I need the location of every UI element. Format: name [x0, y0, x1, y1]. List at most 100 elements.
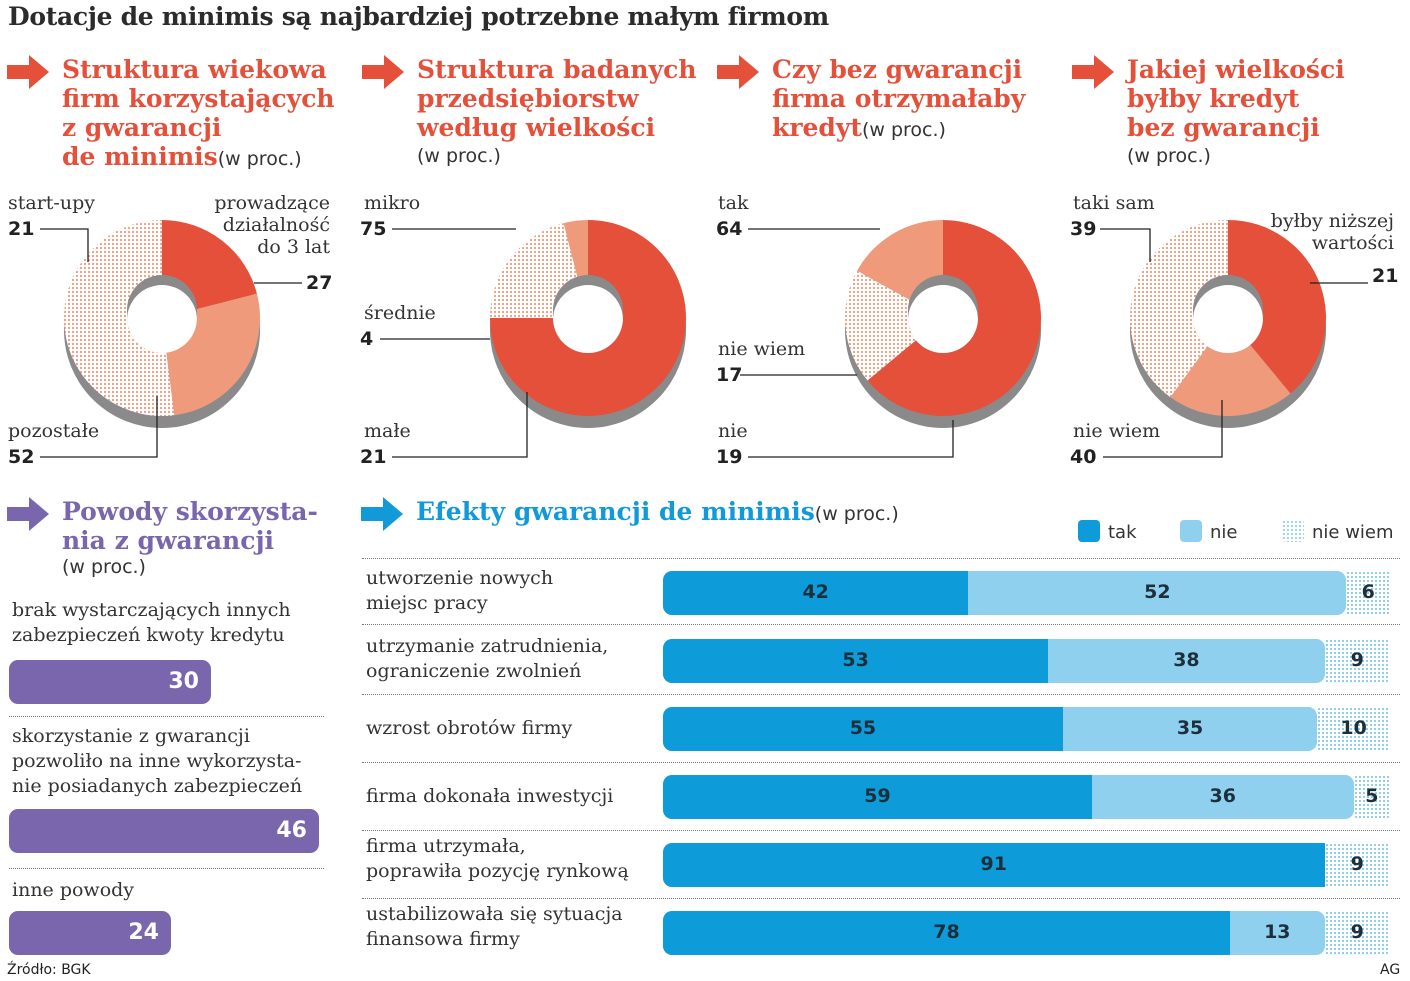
effect-label-line: finansowa firmy — [366, 928, 520, 950]
pie-label-2: średnie — [364, 302, 436, 324]
bar-value: 36 — [1209, 785, 1236, 807]
effects-title-text: Efekty gwarancji de minimis — [416, 497, 815, 526]
bar-segment-nie: 52 — [968, 571, 1347, 615]
bar-segment-nie: 13 — [1230, 911, 1325, 955]
reason-label-line: inne powody — [12, 879, 135, 901]
bar-value: 9 — [1350, 649, 1364, 671]
reasons-title: Powody skorzysta-nia z gwarancji — [62, 497, 318, 555]
bar-segment-nie-wiem: 9 — [1324, 911, 1390, 955]
credit: AG — [1380, 962, 1401, 978]
pie-slice-nie — [845, 270, 917, 381]
unit-label: (w proc.) — [62, 556, 146, 578]
unit-label: (w proc.) — [861, 119, 946, 141]
row-separator — [362, 558, 1400, 559]
arrow-icon — [1072, 55, 1114, 89]
pie-value: 4 — [360, 328, 374, 350]
pie-label-text: nie wiem — [1073, 420, 1161, 442]
pie-slice-taki — [1228, 220, 1326, 394]
effect-label-line: ograniczenie zwolnień — [366, 660, 582, 682]
effect-label: wzrost obrotów firmy — [366, 716, 572, 741]
pie-label-1: taki sam — [1073, 192, 1155, 214]
pie-title-line: Jakiej wielkości — [1127, 55, 1345, 84]
pie-slice-tak — [867, 220, 1041, 416]
donut-hole — [553, 283, 623, 353]
reason-bar: 46 — [9, 809, 319, 853]
legend-text: nie — [1210, 522, 1238, 543]
reason-value: 46 — [276, 818, 307, 843]
pie-value: 17 — [716, 364, 743, 386]
pie-slice-byłby — [1170, 344, 1291, 416]
pie-title-4: Jakiej wielkości byłby kredyt bez gwarancj… — [1127, 55, 1345, 142]
pie-label-2: prowadzące działalność do 3 lat — [214, 192, 330, 258]
source-note: Źródło: BGK — [7, 962, 91, 978]
bar-value: 35 — [1176, 717, 1204, 739]
pie-title-line: de minimis — [62, 142, 218, 171]
effect-label-line: firma utrzymała, — [366, 835, 526, 857]
effect-label-line: firma dokonała inwestycji — [366, 785, 614, 807]
effect-label: ustabilizowała się sytuacja finansowa fir… — [366, 902, 623, 952]
effects-title: Efekty gwarancji de minimis(w proc.) — [416, 497, 899, 529]
pie-value: 27 — [306, 272, 333, 294]
bar-segment-nie-wiem: 6 — [1346, 571, 1390, 615]
bar-segment-tak: 53 — [663, 639, 1049, 683]
main-title: Dotacje de minimis są najbardziej potrze… — [8, 2, 829, 31]
reason-label-line: brak wystarczających innych — [12, 599, 291, 621]
pie-slice-nie — [1130, 220, 1228, 398]
pie-label-2: nie wiem — [718, 338, 805, 360]
bar-segment-tak: 78 — [663, 911, 1231, 955]
leader-lines — [40, 228, 302, 458]
legend-swatch — [1078, 520, 1100, 542]
pie-value: 75 — [360, 218, 387, 240]
pie-label-text: średnie — [364, 302, 436, 324]
bar-segment-nie-wiem: 5 — [1353, 775, 1390, 819]
pie-value: 39 — [1070, 218, 1097, 240]
donut-chart — [63, 220, 260, 428]
effect-label-line: miejsc pracy — [366, 592, 488, 614]
pie-title-line-wrap: de minimis(w proc.) — [62, 142, 335, 174]
donut-chart — [845, 220, 1041, 428]
donut-hole — [127, 283, 197, 353]
donut-hole — [908, 283, 978, 353]
pie-title-line: z gwarancji — [62, 113, 222, 142]
effect-label-line: poprawiła pozycję rynkową — [366, 860, 629, 882]
effect-label: utrzymanie zatrudnienia, ograniczenie zwo… — [366, 634, 608, 684]
reason-label-line: skorzystanie z gwarancji — [12, 725, 250, 747]
reason-label-line: pozwoliło na inne wykorzysta- — [12, 750, 302, 772]
bar-value: 78 — [933, 921, 960, 943]
arrow-icon — [717, 55, 759, 89]
leader-line — [1100, 228, 1151, 262]
pie-label-text: mikro — [364, 192, 421, 214]
pie-title-line: kredyt — [772, 113, 862, 142]
pie-label-text: prowadzące — [214, 192, 330, 214]
pie-value: 64 — [716, 218, 743, 240]
pie-label-1: tak — [718, 192, 748, 214]
leader-line — [392, 392, 528, 458]
effect-label-line: wzrost obrotów firmy — [366, 717, 573, 739]
bar-segment-tak: 59 — [663, 775, 1092, 819]
leader-line — [1103, 400, 1223, 458]
pie-value: 21 — [360, 446, 387, 468]
legend-text: nie wiem — [1312, 522, 1394, 543]
effect-label: utworzenie nowych miejsc pracy — [366, 566, 553, 616]
pie-label-1: mikro — [364, 192, 420, 214]
bar-value: 5 — [1365, 785, 1379, 807]
pie-label-text: start-upy — [8, 192, 95, 214]
legend-swatch — [1180, 520, 1202, 542]
pie-label-3: nie wiem — [1073, 420, 1160, 442]
pie-value: 21 — [8, 218, 35, 240]
leader-line — [40, 228, 89, 262]
arrow-icon — [361, 497, 403, 531]
bar-value: 55 — [849, 717, 877, 739]
pie-slice-średnie — [563, 220, 588, 285]
effect-label-line: utrzymanie zatrudnienia, — [366, 635, 609, 657]
leader-line — [40, 396, 158, 458]
bar-value: 59 — [864, 785, 891, 807]
bar-segment-nie-wiem: 9 — [1324, 639, 1390, 683]
pie-title-line-wrap: kredyt(w proc.) — [772, 113, 1025, 145]
reason-value: 24 — [128, 920, 159, 945]
pie-label-text: wartości — [1311, 232, 1394, 254]
row-separator — [362, 624, 1400, 625]
pie-label-3: pozostałe — [8, 420, 99, 442]
pie-label-text: tak — [718, 192, 749, 214]
bar-segment-nie: 38 — [1048, 639, 1325, 683]
